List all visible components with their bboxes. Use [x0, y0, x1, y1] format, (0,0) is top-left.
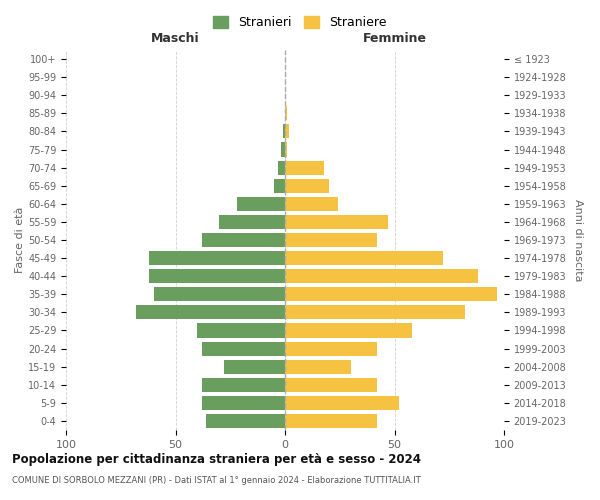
Bar: [224, 360, 285, 374]
Bar: [285, 324, 412, 338]
Bar: [149, 251, 285, 265]
Bar: [285, 233, 377, 247]
Bar: [149, 269, 285, 283]
Bar: [202, 378, 285, 392]
Text: Femmine: Femmine: [362, 32, 427, 44]
Bar: [285, 360, 350, 374]
Y-axis label: Fasce di età: Fasce di età: [15, 207, 25, 273]
Bar: [285, 396, 399, 410]
Bar: [202, 342, 285, 355]
Legend: Stranieri, Straniere: Stranieri, Straniere: [208, 11, 392, 34]
Bar: [285, 378, 377, 392]
Text: COMUNE DI SORBOLO MEZZANI (PR) - Dati ISTAT al 1° gennaio 2024 - Elaborazione TU: COMUNE DI SORBOLO MEZZANI (PR) - Dati IS…: [12, 476, 421, 485]
Text: Popolazione per cittadinanza straniera per età e sesso - 2024: Popolazione per cittadinanza straniera p…: [12, 452, 421, 466]
Bar: [285, 160, 325, 174]
Bar: [285, 178, 329, 193]
Bar: [285, 251, 443, 265]
Bar: [285, 124, 289, 138]
Bar: [202, 396, 285, 410]
Bar: [285, 142, 287, 156]
Bar: [206, 414, 285, 428]
Y-axis label: Anni di nascita: Anni di nascita: [573, 198, 583, 281]
Bar: [285, 287, 497, 302]
Bar: [285, 106, 287, 120]
Bar: [278, 160, 285, 174]
Bar: [274, 178, 285, 193]
Bar: [154, 287, 285, 302]
Bar: [197, 324, 285, 338]
Bar: [285, 414, 377, 428]
Bar: [285, 342, 377, 355]
Bar: [202, 233, 285, 247]
Bar: [283, 124, 285, 138]
Bar: [285, 306, 464, 320]
Text: Maschi: Maschi: [151, 32, 200, 44]
Bar: [220, 215, 285, 229]
Bar: [285, 269, 478, 283]
Bar: [281, 142, 285, 156]
Bar: [285, 197, 338, 211]
Bar: [136, 306, 285, 320]
Bar: [237, 197, 285, 211]
Bar: [285, 215, 388, 229]
